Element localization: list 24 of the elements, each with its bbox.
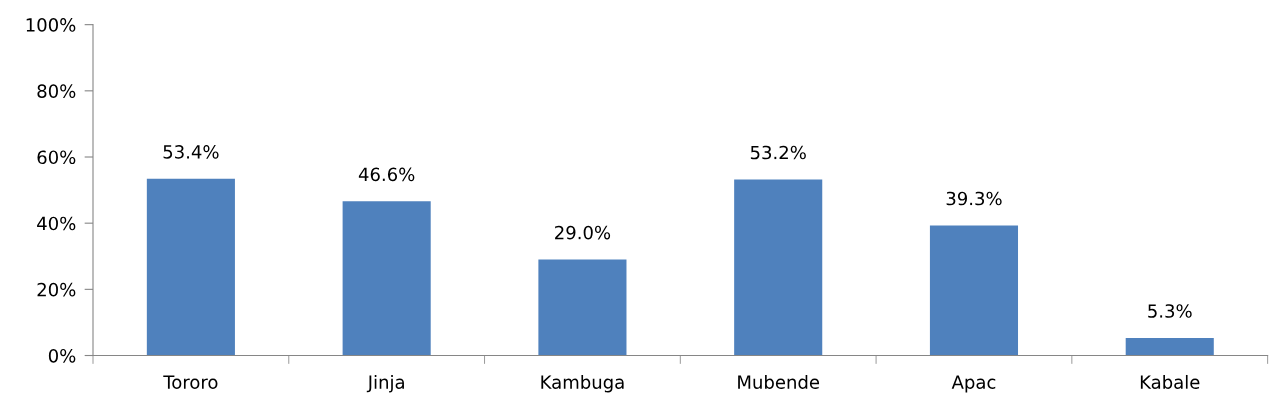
y-tick-label: 40% — [37, 216, 76, 231]
bar — [734, 179, 823, 356]
data-label: 53.4% — [163, 145, 219, 159]
x-tick-label: Mubende — [738, 374, 820, 389]
x-tick-label: Kabale — [1140, 374, 1200, 389]
y-tick-label: 20% — [37, 282, 76, 297]
bar — [929, 225, 1019, 356]
bar — [342, 201, 431, 356]
data-label: 39.3% — [946, 191, 1002, 206]
data-label: 5.3% — [1148, 304, 1192, 318]
data-label: 29.0% — [555, 225, 611, 240]
x-tick-label: Jinja — [366, 374, 404, 393]
data-label: 46.6% — [358, 167, 415, 182]
x-tick-label: Tororo — [163, 375, 218, 389]
bar — [146, 178, 235, 356]
y-tick-label: 0% — [48, 348, 76, 363]
bar — [538, 259, 627, 356]
y-tick-label: 60% — [37, 150, 76, 165]
data-label: 53.2% — [750, 145, 806, 160]
bar — [1125, 337, 1214, 356]
y-tick-label: 100% — [26, 18, 76, 32]
y-tick-label: 80% — [37, 84, 76, 98]
x-tick-label: Kambuga — [541, 374, 624, 393]
x-tick-label: Apac — [951, 375, 996, 393]
